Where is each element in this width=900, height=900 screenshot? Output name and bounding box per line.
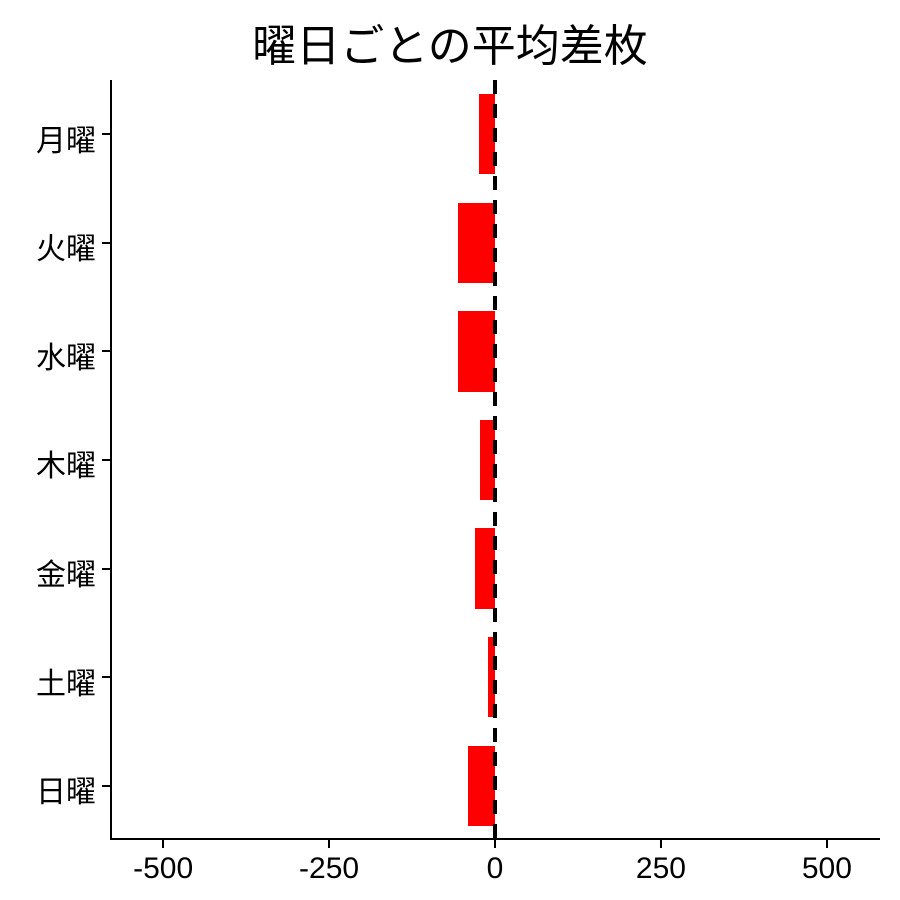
reference-line <box>493 80 497 94</box>
x-tick-label: 0 <box>435 852 555 886</box>
reference-line <box>493 800 497 814</box>
reference-line <box>493 632 497 646</box>
y-tick-label: 木曜 <box>0 441 96 485</box>
reference-line <box>493 200 497 214</box>
y-tick-label: 土曜 <box>0 659 96 703</box>
y-tick <box>102 785 110 787</box>
reference-line <box>493 464 497 478</box>
y-tick <box>102 676 110 678</box>
reference-line <box>493 488 497 502</box>
bar <box>468 746 495 826</box>
reference-line <box>493 656 497 670</box>
x-tick <box>162 840 164 848</box>
x-tick-label: -500 <box>103 852 223 886</box>
reference-line <box>493 224 497 238</box>
y-tick <box>102 133 110 135</box>
x-tick-label: 500 <box>767 852 887 886</box>
x-tick <box>494 840 496 848</box>
y-tick-label: 日曜 <box>0 767 96 811</box>
y-axis-line <box>110 80 112 840</box>
reference-line <box>493 536 497 550</box>
reference-line <box>493 512 497 526</box>
reference-line <box>493 608 497 622</box>
chart-title: 曜日ごとの平均差枚 <box>0 10 900 74</box>
reference-line <box>493 128 497 142</box>
reference-line <box>493 392 497 406</box>
y-tick <box>102 350 110 352</box>
y-tick <box>102 242 110 244</box>
reference-line <box>493 344 497 358</box>
bar <box>458 311 495 391</box>
reference-line <box>493 416 497 430</box>
reference-line <box>493 152 497 166</box>
x-tick <box>660 840 662 848</box>
x-tick-label: 250 <box>601 852 721 886</box>
reference-line <box>493 248 497 262</box>
reference-line <box>493 776 497 790</box>
x-tick <box>328 840 330 848</box>
reference-line <box>493 440 497 454</box>
plot-area: 月曜火曜水曜木曜金曜土曜日曜-500-2500250500 <box>110 80 880 840</box>
reference-line <box>493 752 497 766</box>
bar <box>475 528 495 608</box>
reference-line <box>493 728 497 742</box>
reference-line <box>493 272 497 286</box>
reference-line <box>493 560 497 574</box>
y-tick-label: 月曜 <box>0 116 96 160</box>
y-tick-label: 火曜 <box>0 224 96 268</box>
reference-line <box>493 176 497 190</box>
bar <box>458 203 495 283</box>
y-tick-label: 水曜 <box>0 333 96 377</box>
reference-line <box>493 680 497 694</box>
y-tick <box>102 568 110 570</box>
reference-line <box>493 104 497 118</box>
y-tick-label: 金曜 <box>0 550 96 594</box>
x-tick-label: -250 <box>269 852 389 886</box>
reference-line <box>493 584 497 598</box>
y-tick <box>102 459 110 461</box>
reference-line <box>493 704 497 718</box>
x-tick <box>826 840 828 848</box>
reference-line <box>493 824 497 838</box>
chart-container: 曜日ごとの平均差枚 月曜火曜水曜木曜金曜土曜日曜-500-2500250500 <box>0 0 900 900</box>
reference-line <box>493 368 497 382</box>
reference-line <box>493 296 497 310</box>
reference-line <box>493 320 497 334</box>
